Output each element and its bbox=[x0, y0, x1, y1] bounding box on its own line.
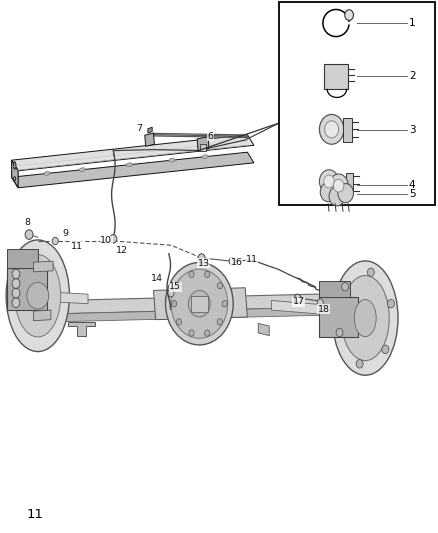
Text: 4: 4 bbox=[409, 180, 416, 190]
Bar bbox=[319, 281, 350, 297]
Circle shape bbox=[12, 288, 20, 298]
Text: 16: 16 bbox=[230, 258, 243, 266]
Circle shape bbox=[382, 345, 389, 353]
Circle shape bbox=[217, 282, 223, 289]
Circle shape bbox=[205, 271, 210, 278]
Text: 7: 7 bbox=[137, 124, 142, 133]
Polygon shape bbox=[35, 293, 359, 314]
Text: 11: 11 bbox=[246, 255, 258, 263]
Ellipse shape bbox=[127, 163, 133, 167]
Polygon shape bbox=[153, 288, 247, 320]
Circle shape bbox=[12, 298, 20, 308]
Ellipse shape bbox=[14, 176, 16, 181]
Polygon shape bbox=[12, 135, 254, 171]
Bar bbox=[279, 2, 435, 205]
Circle shape bbox=[229, 257, 235, 265]
Ellipse shape bbox=[341, 276, 389, 361]
Circle shape bbox=[317, 299, 323, 306]
Circle shape bbox=[25, 230, 33, 239]
Polygon shape bbox=[145, 133, 154, 147]
Polygon shape bbox=[272, 301, 324, 314]
Text: 6: 6 bbox=[207, 132, 213, 141]
Polygon shape bbox=[148, 127, 152, 133]
Bar bbox=[346, 173, 353, 195]
Text: 8: 8 bbox=[25, 219, 31, 228]
Text: 14: 14 bbox=[151, 273, 163, 282]
Circle shape bbox=[176, 282, 181, 289]
Circle shape bbox=[329, 187, 345, 206]
Text: 11: 11 bbox=[71, 242, 83, 251]
Circle shape bbox=[367, 268, 374, 277]
Text: 11: 11 bbox=[27, 507, 44, 521]
Bar bbox=[200, 144, 206, 151]
Bar bbox=[191, 296, 208, 312]
Circle shape bbox=[222, 301, 227, 307]
Circle shape bbox=[338, 183, 353, 203]
Circle shape bbox=[294, 294, 301, 303]
Circle shape bbox=[336, 328, 343, 337]
Bar bbox=[7, 268, 46, 310]
Bar bbox=[324, 64, 348, 90]
Circle shape bbox=[198, 254, 205, 262]
Circle shape bbox=[325, 121, 339, 138]
Ellipse shape bbox=[79, 168, 85, 172]
Circle shape bbox=[52, 237, 58, 245]
Circle shape bbox=[188, 290, 210, 317]
Circle shape bbox=[320, 182, 336, 201]
Circle shape bbox=[176, 319, 181, 325]
Text: 5: 5 bbox=[409, 189, 416, 199]
Bar bbox=[7, 249, 38, 268]
Polygon shape bbox=[12, 160, 18, 188]
Circle shape bbox=[345, 10, 353, 20]
Polygon shape bbox=[12, 152, 254, 188]
Ellipse shape bbox=[13, 162, 16, 169]
Text: 10: 10 bbox=[100, 237, 113, 246]
Polygon shape bbox=[33, 261, 53, 272]
Circle shape bbox=[12, 279, 20, 288]
Circle shape bbox=[217, 319, 223, 325]
Ellipse shape bbox=[6, 240, 70, 352]
Polygon shape bbox=[197, 137, 209, 151]
Ellipse shape bbox=[171, 269, 228, 338]
Circle shape bbox=[189, 271, 194, 278]
Circle shape bbox=[329, 174, 348, 197]
Circle shape bbox=[319, 115, 344, 144]
Polygon shape bbox=[38, 292, 88, 304]
Ellipse shape bbox=[202, 155, 208, 159]
Circle shape bbox=[333, 179, 344, 192]
Polygon shape bbox=[68, 322, 95, 336]
Circle shape bbox=[171, 301, 177, 307]
Polygon shape bbox=[258, 324, 269, 336]
Bar bbox=[343, 118, 352, 142]
Circle shape bbox=[319, 169, 339, 193]
Circle shape bbox=[27, 282, 49, 309]
Circle shape bbox=[110, 235, 117, 243]
Text: 1: 1 bbox=[409, 18, 416, 28]
Ellipse shape bbox=[169, 158, 175, 162]
Polygon shape bbox=[33, 310, 51, 321]
Circle shape bbox=[388, 300, 395, 308]
Ellipse shape bbox=[44, 172, 50, 175]
Circle shape bbox=[324, 175, 334, 188]
Bar bbox=[319, 297, 358, 337]
Text: 3: 3 bbox=[409, 125, 416, 135]
Text: 2: 2 bbox=[409, 71, 416, 81]
Ellipse shape bbox=[166, 263, 233, 345]
Text: 9: 9 bbox=[62, 229, 68, 238]
Polygon shape bbox=[35, 306, 359, 322]
Text: 15: 15 bbox=[170, 282, 181, 291]
Circle shape bbox=[12, 269, 20, 279]
Ellipse shape bbox=[332, 261, 398, 375]
Text: 17: 17 bbox=[293, 297, 304, 306]
Circle shape bbox=[205, 330, 210, 336]
Circle shape bbox=[189, 330, 194, 336]
Text: 12: 12 bbox=[116, 246, 128, 255]
Circle shape bbox=[356, 360, 363, 368]
Ellipse shape bbox=[354, 300, 376, 337]
Circle shape bbox=[168, 289, 174, 297]
Text: 18: 18 bbox=[318, 304, 330, 313]
Text: 13: 13 bbox=[198, 259, 210, 268]
Circle shape bbox=[342, 282, 349, 291]
Ellipse shape bbox=[15, 255, 61, 337]
